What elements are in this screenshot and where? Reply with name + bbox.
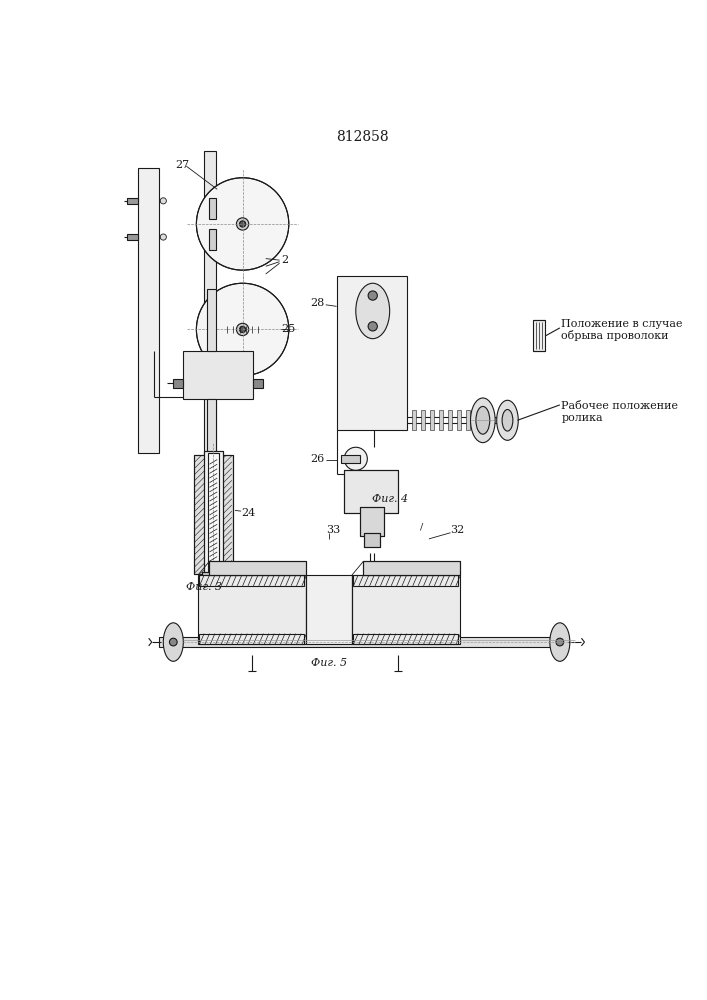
Text: Фиг. 3: Фиг. 3 xyxy=(186,582,222,592)
Bar xyxy=(305,575,352,644)
Circle shape xyxy=(240,221,246,227)
Bar xyxy=(194,455,233,574)
Bar xyxy=(209,229,216,250)
Bar xyxy=(363,561,460,575)
Bar xyxy=(430,410,433,430)
Bar xyxy=(138,168,160,453)
Circle shape xyxy=(197,178,288,270)
Bar xyxy=(344,470,398,513)
Text: 812858: 812858 xyxy=(337,130,389,144)
Circle shape xyxy=(368,291,378,300)
Text: 33: 33 xyxy=(327,525,341,535)
Text: Фиг. 5: Фиг. 5 xyxy=(311,658,347,668)
Text: 25: 25 xyxy=(281,324,296,334)
Bar xyxy=(448,410,452,430)
Text: Положение в случае
обрыва проволоки: Положение в случае обрыва проволоки xyxy=(561,319,683,341)
Ellipse shape xyxy=(476,406,490,434)
Bar xyxy=(173,379,182,388)
Circle shape xyxy=(236,323,249,336)
Bar xyxy=(439,410,443,430)
Bar xyxy=(208,453,218,576)
Text: Фиг. 4: Фиг. 4 xyxy=(373,494,409,504)
Ellipse shape xyxy=(471,398,495,443)
Circle shape xyxy=(160,198,166,204)
Bar xyxy=(194,455,233,574)
Circle shape xyxy=(556,638,563,646)
Bar xyxy=(199,634,304,644)
Text: 28: 28 xyxy=(311,298,325,308)
Bar xyxy=(363,561,460,575)
Bar xyxy=(253,379,262,388)
Bar xyxy=(341,455,360,463)
Bar xyxy=(209,561,305,575)
Text: 27: 27 xyxy=(175,160,189,170)
Bar xyxy=(204,451,223,578)
Bar xyxy=(182,351,253,399)
Ellipse shape xyxy=(502,410,513,431)
Bar xyxy=(421,410,425,430)
Bar xyxy=(466,410,469,430)
Circle shape xyxy=(236,218,249,230)
Bar xyxy=(127,234,138,240)
Bar xyxy=(533,320,545,351)
Bar xyxy=(209,561,305,575)
Ellipse shape xyxy=(550,623,570,661)
Bar xyxy=(364,533,380,547)
Bar xyxy=(201,572,225,580)
Text: 26: 26 xyxy=(311,454,325,464)
Circle shape xyxy=(197,283,288,376)
Bar xyxy=(207,399,216,459)
Bar xyxy=(352,575,460,644)
Circle shape xyxy=(170,638,177,646)
Bar xyxy=(344,470,398,513)
Bar xyxy=(201,572,225,580)
Bar xyxy=(195,456,232,574)
Text: 24: 24 xyxy=(241,508,255,518)
Ellipse shape xyxy=(356,283,390,339)
Text: 2: 2 xyxy=(281,255,288,265)
Bar xyxy=(354,575,458,586)
Bar xyxy=(204,451,223,578)
Circle shape xyxy=(368,322,378,331)
Bar xyxy=(457,410,460,430)
Bar xyxy=(204,151,216,459)
Bar xyxy=(364,533,380,547)
Ellipse shape xyxy=(163,623,183,661)
Bar xyxy=(360,507,385,536)
Ellipse shape xyxy=(497,400,518,440)
Circle shape xyxy=(240,326,246,333)
Text: 32: 32 xyxy=(450,525,464,535)
Bar xyxy=(209,198,216,219)
Text: /: / xyxy=(420,523,423,532)
Bar xyxy=(412,410,416,430)
Circle shape xyxy=(344,447,368,470)
Bar xyxy=(198,575,305,644)
Circle shape xyxy=(160,234,166,240)
Bar xyxy=(199,575,304,586)
Bar xyxy=(160,637,568,647)
Bar xyxy=(127,198,138,204)
Text: Рабочее положение
ролика: Рабочее положение ролика xyxy=(561,401,679,423)
Bar xyxy=(337,276,407,430)
Bar xyxy=(207,289,216,351)
Bar xyxy=(360,507,385,536)
Bar xyxy=(354,634,458,644)
